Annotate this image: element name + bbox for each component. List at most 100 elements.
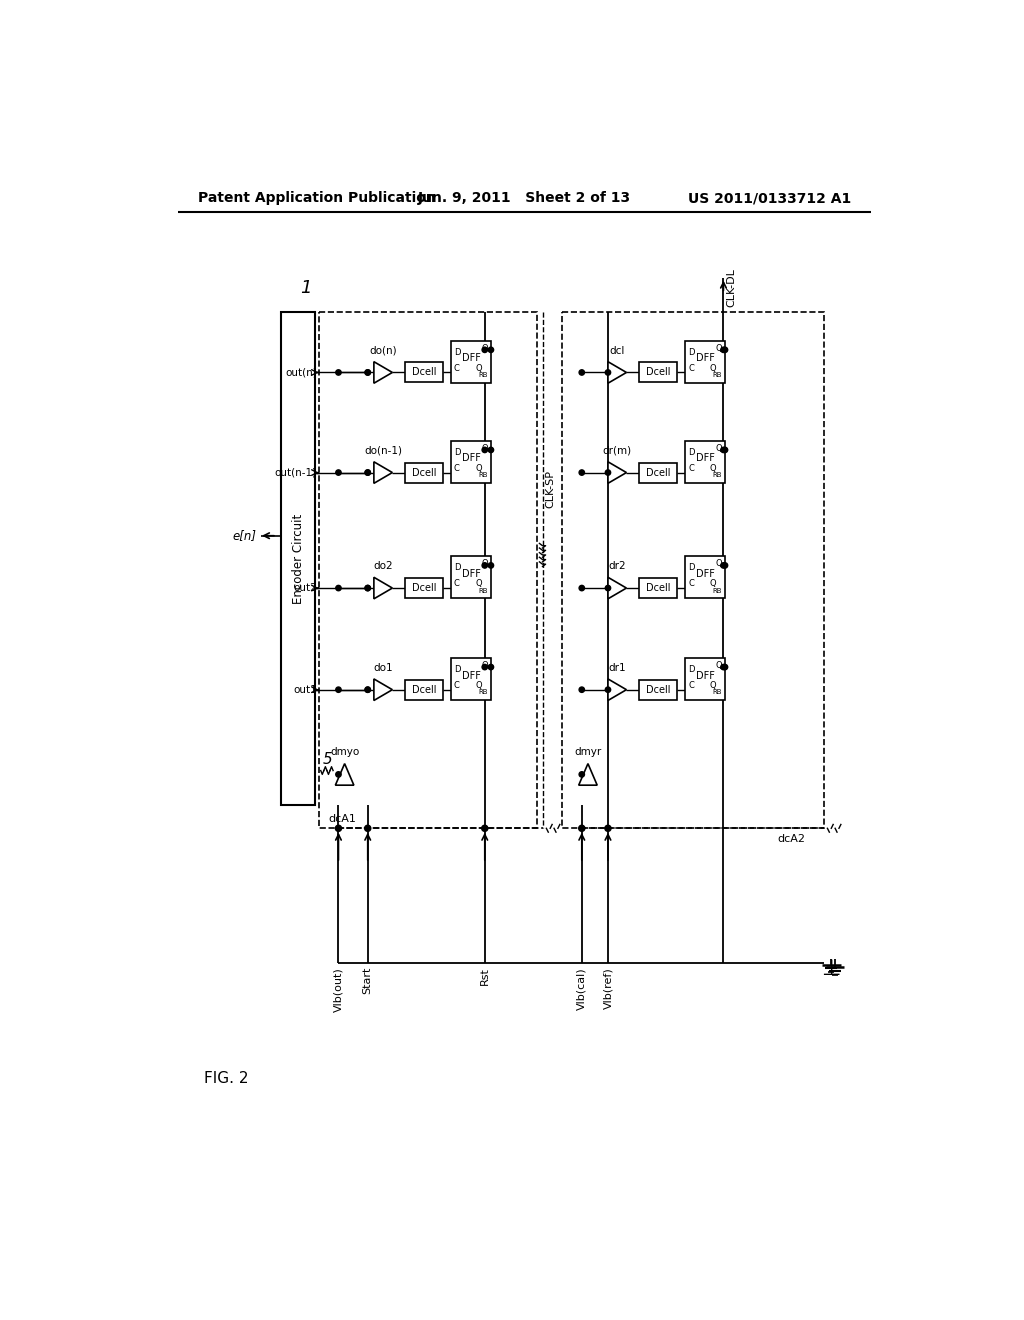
Text: out(n): out(n) (285, 367, 316, 378)
Text: dcA2: dcA2 (777, 834, 805, 845)
Circle shape (365, 370, 371, 375)
Circle shape (488, 562, 494, 568)
Text: Dcell: Dcell (412, 367, 436, 378)
Circle shape (365, 686, 371, 693)
Text: DFF: DFF (696, 354, 715, 363)
Circle shape (336, 686, 341, 693)
Text: D: D (454, 564, 461, 573)
Text: RB: RB (478, 587, 487, 594)
Text: ⊥: ⊥ (821, 960, 841, 979)
Text: do(n): do(n) (370, 346, 397, 355)
Text: D: D (454, 447, 461, 457)
Bar (685, 341, 725, 383)
Text: Q: Q (716, 444, 722, 453)
Text: DFF: DFF (696, 453, 715, 463)
Text: C: C (688, 681, 694, 690)
Text: Dcell: Dcell (646, 467, 671, 478)
Circle shape (336, 585, 341, 591)
Circle shape (721, 447, 726, 453)
Text: Dcell: Dcell (412, 685, 436, 694)
Circle shape (580, 470, 585, 475)
Circle shape (488, 664, 494, 669)
Text: RB: RB (478, 473, 487, 478)
Circle shape (365, 686, 371, 693)
Text: RB: RB (478, 372, 487, 379)
Bar (404, 462, 443, 483)
Text: Q: Q (710, 363, 717, 372)
Circle shape (365, 370, 371, 375)
Text: do1: do1 (374, 663, 393, 673)
Bar (404, 578, 443, 598)
Text: DFF: DFF (462, 453, 481, 463)
Circle shape (722, 664, 728, 669)
Circle shape (482, 347, 487, 352)
Text: Q: Q (481, 444, 487, 453)
Text: out2: out2 (293, 583, 316, 593)
Polygon shape (374, 362, 392, 383)
Circle shape (481, 825, 487, 832)
Circle shape (365, 585, 371, 591)
Circle shape (365, 470, 371, 475)
Text: C: C (688, 579, 694, 589)
Text: Q: Q (476, 363, 482, 372)
Text: RB: RB (713, 473, 722, 478)
Bar (404, 363, 443, 383)
Circle shape (722, 447, 728, 453)
Text: RB: RB (713, 587, 722, 594)
Circle shape (605, 470, 610, 475)
Text: Q: Q (481, 560, 487, 568)
Bar (319, 313, 538, 829)
Text: Dcell: Dcell (646, 367, 671, 378)
Text: Encoder Circuit: Encoder Circuit (292, 513, 304, 605)
Text: CLK-DL: CLK-DL (727, 268, 736, 308)
Polygon shape (608, 462, 627, 483)
Text: Q: Q (476, 579, 482, 589)
Polygon shape (608, 362, 627, 383)
Text: DFF: DFF (696, 671, 715, 681)
Text: C: C (454, 681, 460, 690)
Circle shape (336, 370, 341, 375)
Text: Q: Q (710, 463, 717, 473)
Text: DFF: DFF (696, 569, 715, 579)
Text: Q: Q (476, 681, 482, 690)
Text: RB: RB (713, 689, 722, 696)
Text: Vlb(ref): Vlb(ref) (603, 966, 613, 1008)
Text: Q: Q (716, 343, 722, 352)
Circle shape (605, 825, 611, 832)
Bar (562, 313, 823, 829)
Polygon shape (579, 763, 597, 785)
Circle shape (722, 562, 728, 568)
Text: US 2011/0133712 A1: US 2011/0133712 A1 (688, 191, 851, 206)
Bar (281, 313, 315, 805)
Text: RB: RB (478, 689, 487, 696)
Text: C: C (688, 463, 694, 473)
Text: 1: 1 (300, 279, 311, 297)
Text: D: D (454, 348, 461, 356)
Text: out1: out1 (293, 685, 316, 694)
Bar (639, 363, 677, 383)
Text: DFF: DFF (462, 671, 481, 681)
Circle shape (336, 825, 342, 832)
Text: Vlb(cal): Vlb(cal) (577, 966, 587, 1010)
Text: CLK-SP: CLK-SP (546, 470, 556, 508)
Text: dcl: dcl (609, 346, 625, 355)
Text: D: D (454, 665, 461, 675)
Text: C: C (688, 363, 694, 372)
Text: Q: Q (710, 681, 717, 690)
Text: FIG. 2: FIG. 2 (204, 1071, 248, 1086)
Circle shape (336, 470, 341, 475)
Circle shape (721, 664, 726, 669)
Text: dr(m): dr(m) (603, 446, 632, 455)
Text: Dcell: Dcell (646, 685, 671, 694)
Text: dmyr: dmyr (574, 747, 601, 758)
Text: do2: do2 (374, 561, 393, 572)
Text: C: C (454, 579, 460, 589)
Circle shape (580, 686, 585, 693)
Text: Q: Q (481, 661, 487, 669)
Polygon shape (374, 462, 392, 483)
Circle shape (482, 562, 487, 568)
Text: dmyo: dmyo (330, 747, 359, 758)
Text: do(n-1): do(n-1) (365, 446, 402, 455)
Circle shape (722, 347, 728, 352)
Text: C: C (454, 363, 460, 372)
